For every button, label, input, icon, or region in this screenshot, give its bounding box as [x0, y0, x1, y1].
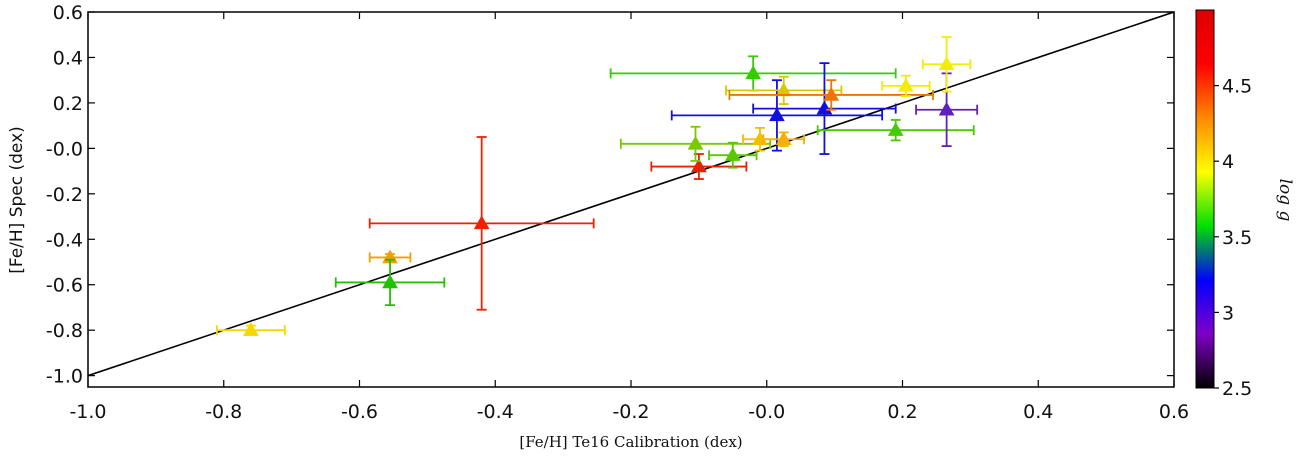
triangle-marker: [724, 147, 741, 161]
y-tick-label: -0.8: [46, 320, 83, 342]
y-tick-label: 0.2: [53, 93, 83, 115]
triangle-marker: [382, 274, 398, 289]
y-tick-label: -0.0: [46, 138, 83, 160]
data-point: [752, 62, 897, 155]
data-point: [728, 79, 934, 111]
y-tick-label: -0.6: [46, 275, 83, 297]
data-point: [816, 119, 975, 142]
triangle-marker: [823, 86, 840, 101]
x-tick-label: 0.4: [1023, 401, 1053, 423]
triangle-marker: [687, 135, 704, 150]
x-tick-label: -0.8: [205, 401, 242, 423]
data-point: [762, 131, 805, 147]
data-point: [650, 153, 748, 180]
triangle-marker: [938, 56, 955, 71]
data-point: [708, 141, 758, 169]
colorbar-tick-label: 4: [1222, 151, 1234, 173]
y-tick-label: 0.4: [53, 47, 83, 69]
data-point: [921, 36, 972, 93]
y-tick-label: -1.0: [46, 366, 83, 388]
data-point: [216, 322, 286, 336]
x-tick-label: -1.0: [69, 401, 106, 423]
triangle-marker: [745, 65, 762, 80]
triangle-marker: [473, 215, 490, 230]
triangle-marker: [887, 122, 904, 136]
data-point: [609, 55, 897, 92]
x-tick-label: 0.2: [887, 401, 917, 423]
data-point: [368, 136, 595, 311]
colorbar-label: log g: [1275, 179, 1295, 222]
triangle-marker: [243, 322, 259, 336]
triangle-marker: [769, 107, 785, 122]
y-axis-label: [Fe/H] Spec (dex): [7, 126, 27, 274]
x-tick-label: 0.6: [1159, 401, 1189, 423]
y-tick-label: -0.2: [46, 184, 83, 206]
triangle-marker: [775, 131, 792, 146]
data-point: [881, 74, 931, 97]
colorbar: 2.5 3 3.5 4 4.5: [1195, 9, 1252, 400]
data-point: [334, 258, 446, 307]
y-tick-label: 0.6: [53, 2, 83, 24]
x-tick-label: -0.6: [341, 401, 378, 423]
x-axis-label: [Fe/H] Te16 Calibration (dex): [519, 433, 742, 451]
x-tick-label: -0.4: [477, 401, 514, 423]
triangle-marker: [816, 100, 833, 115]
colorbar-tick-label: 3.5: [1222, 227, 1252, 249]
triangle-marker: [938, 101, 955, 116]
x-tick-label: -0.2: [612, 401, 649, 423]
triangle-marker: [691, 158, 707, 173]
colorbar-gradient: [1195, 9, 1215, 389]
colorbar-tick-label: 4.5: [1222, 76, 1252, 98]
reference-line-1to1: [88, 12, 1174, 377]
colorbar-tick-label: 2.5: [1222, 378, 1252, 400]
triangle-marker: [898, 77, 914, 92]
x-tick-label: -0.0: [748, 401, 785, 423]
y-tick-label: -0.4: [46, 229, 83, 251]
colorbar-tick-label: 3: [1222, 302, 1234, 324]
data-point: [619, 125, 772, 162]
